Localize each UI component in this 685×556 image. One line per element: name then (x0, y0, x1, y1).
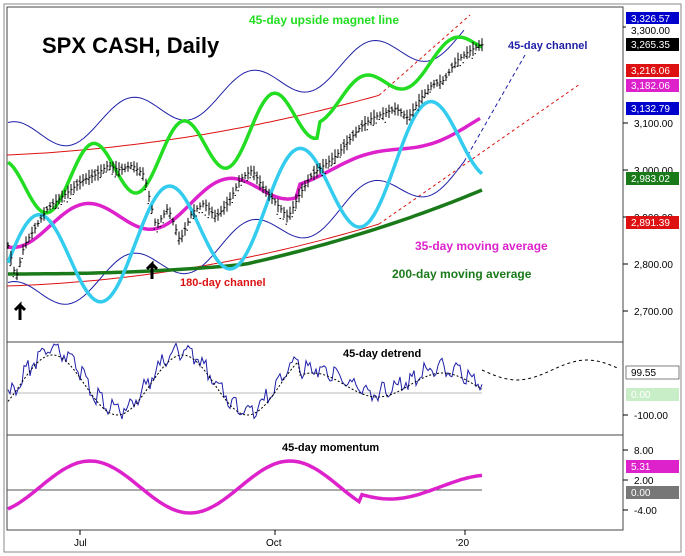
y-tick-label: -4.00 (634, 506, 657, 517)
y-tick-label: -100.00 (634, 411, 668, 422)
y-tick-label: 2,800.00 (634, 260, 673, 271)
x-tick-label: Oct (266, 538, 282, 549)
price-badge: 3,132.79 (626, 102, 679, 115)
main-panel-series (7, 14, 581, 305)
price-badge-text: 3,300.00 (631, 26, 670, 37)
detrend-panel-series (7, 343, 619, 420)
momentum-badge: 0.00 (626, 486, 679, 499)
detrend-smooth-line (7, 354, 483, 416)
detrend-badge: 99.55 (625, 365, 680, 380)
price-badge-text: 3,216.06 (631, 66, 670, 77)
price-badge-text: 2,983.02 (631, 174, 670, 185)
channel180-upper (7, 94, 380, 156)
cyan-cycle-line (7, 99, 484, 304)
price-badge-text: 3,182.06 (631, 81, 670, 92)
price-badge: 3,300.00 (626, 24, 679, 37)
x-tick-label: '20 (456, 538, 469, 549)
price-badge: 2,891.39 (626, 216, 679, 229)
momentum-panel-series (7, 459, 483, 515)
channel180-lower-ext (378, 83, 581, 225)
price-badge-text: 3,132.79 (631, 104, 670, 115)
magnet-label: 45-day upside magnet line (249, 13, 399, 27)
channel45-upper (7, 29, 465, 147)
momentum-line (7, 459, 483, 515)
y-tick-label: 3,100.00 (634, 119, 673, 130)
momentum-title: 45-day momentum (282, 442, 379, 454)
detrend-badge: 0.00 (626, 388, 679, 401)
channel45-label: 45-day channel (508, 40, 587, 52)
price-badge-text: 2,891.39 (631, 218, 670, 229)
outer-frame (3, 3, 682, 553)
momentum-badge-text: 5.31 (631, 462, 651, 473)
ma200-line (8, 188, 483, 276)
detrend-badge-text: 99.55 (631, 368, 656, 379)
detrend-projection (481, 359, 619, 381)
momentum-badge-text: 0.00 (631, 488, 651, 499)
x-tick-label: Jul (74, 538, 87, 549)
turn-arrow-1 (13, 301, 27, 320)
detrend-y-axis: -100.00 (623, 411, 668, 422)
price-badge: 2,983.02 (626, 172, 679, 185)
plot-frame (6, 6, 624, 531)
turn-arrow-2 (145, 260, 159, 279)
y-tick-label: 8.00 (634, 446, 654, 457)
momentum-y-axis: 8.00 2.00 -4.00 (623, 446, 657, 517)
channel180-upper-ext (378, 14, 471, 96)
price-badge: 3,216.06 (626, 64, 679, 77)
ma35-label: 35-day moving average (415, 239, 548, 253)
detrend-badge-text: 0.00 (631, 390, 651, 401)
magnet-line (7, 35, 483, 215)
y-tick-label: 3,000.00 (634, 166, 673, 177)
y-tick-label: 2,700.00 (634, 307, 673, 318)
detrend-line (7, 343, 483, 420)
detrend-title: 45-day detrend (343, 348, 421, 360)
y-tick-label: 2.00 (634, 476, 654, 487)
price-badge: 3,265.35 (626, 38, 679, 51)
chart-title: SPX CASH, Daily (42, 33, 220, 58)
price-badge-text: 3,265.35 (631, 40, 670, 51)
price-badge: 3,326.57 (626, 12, 679, 25)
price-badge: 3,182.06 (626, 79, 679, 92)
ma200-label: 200-day moving average (392, 267, 532, 281)
price-badge-text: 3,326.57 (631, 14, 670, 25)
x-axis: Jul Oct '20 (74, 530, 469, 549)
momentum-badge: 5.31 (626, 460, 679, 473)
channel180-label: 180-day channel (180, 277, 266, 289)
